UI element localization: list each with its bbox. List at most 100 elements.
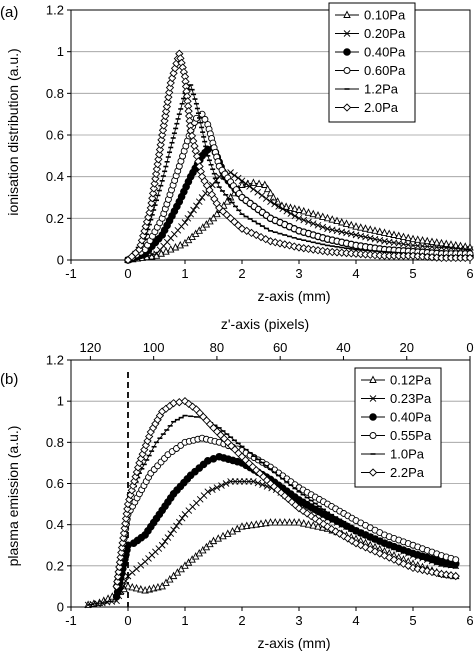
series-marker-b-0 (309, 521, 317, 529)
chart-b-top-xlabel: z'-axis (pixels) (221, 316, 309, 332)
legend-label-b-4: 1.0Pa (390, 447, 425, 462)
legend-label-a-0: 0.10Pa (364, 8, 406, 23)
series-marker-a-0 (266, 188, 275, 197)
series-marker-b-0 (285, 518, 294, 526)
series-marker-a-0 (395, 231, 403, 239)
series-marker-a-3 (201, 115, 209, 123)
series-marker-a-0 (328, 215, 336, 223)
legend-marker-a-1 (343, 30, 351, 37)
series-marker-a-1 (198, 194, 206, 201)
series-marker-a-0 (323, 213, 332, 222)
series-marker-b-1 (209, 486, 216, 493)
series-marker-a-0 (357, 223, 365, 231)
legend-a: 0.10Pa 0.20Pa 0.40Pa 0.60Pa 1.2Pa 2.0Pa (328, 2, 416, 123)
series-marker-b-5 (121, 519, 130, 528)
xtick-label-a-5: 4 (352, 266, 359, 281)
series-marker-a-1 (227, 169, 234, 176)
series-marker-b-0 (224, 529, 232, 537)
series-marker-a-1 (300, 216, 308, 224)
series-marker-b-0 (124, 581, 132, 590)
series-marker-a-1 (187, 210, 195, 218)
series-marker-b-1 (137, 562, 145, 569)
series-marker-a-1 (193, 202, 200, 210)
series-marker-a-0 (304, 208, 313, 216)
series-marker-a-1 (246, 183, 253, 190)
series-marker-a-1 (271, 200, 278, 208)
series-marker-b-1 (178, 514, 186, 522)
series-marker-a-1 (231, 171, 238, 179)
legend-marker-a-3 (343, 67, 351, 74)
legend-box-b (354, 367, 442, 488)
series-marker-a-0 (399, 232, 408, 241)
series-marker-b-5 (116, 553, 125, 562)
series-marker-a-0 (433, 238, 441, 246)
top-tick-label-b-2: 80 (210, 340, 224, 355)
legend-item-a-4: 1.2Pa (335, 82, 399, 97)
series-marker-a-1 (314, 221, 322, 229)
series-marker-a-1 (258, 192, 266, 199)
legend-marker-a-5 (342, 103, 352, 112)
series-marker-a-1 (267, 198, 274, 205)
top-tick-label-b-4: 40 (336, 340, 350, 355)
chart-b-ylabel: plasma emission (a.u.) (5, 426, 21, 567)
legend-label-a-2: 0.40Pa (364, 45, 406, 60)
legend-label-a-4: 1.2Pa (364, 82, 399, 97)
series-marker-a-0 (380, 228, 389, 236)
legend-item-b-2: 0.40Pa (361, 410, 432, 425)
xtick-label-a-0: -1 (65, 266, 77, 281)
series-marker-b-1 (175, 518, 183, 526)
series-marker-a-1 (305, 218, 312, 226)
series-marker-a-0 (261, 180, 269, 188)
series-marker-b-5 (114, 567, 123, 577)
series-marker-a-0 (333, 216, 341, 225)
series-marker-a-0 (447, 240, 455, 248)
series-marker-b-0 (243, 521, 251, 529)
ytick-label-a-0: 0 (57, 253, 64, 268)
series-marker-b-5 (175, 398, 184, 407)
legend-marker-b-2 (369, 413, 377, 421)
series-marker-b-1 (254, 479, 262, 487)
legend-item-b-0: 0.12Pa (361, 373, 432, 388)
series-marker-a-1 (291, 212, 299, 220)
legend-box-a (328, 2, 416, 123)
series-marker-a-0 (366, 225, 374, 233)
ytick-label-b-0: 0 (57, 600, 64, 615)
series-marker-a-1 (287, 210, 295, 217)
xtick-label-b-2: 1 (181, 613, 188, 628)
series-marker-b-1 (218, 482, 225, 489)
series-marker-a-0 (390, 230, 398, 238)
series-marker-a-0 (409, 234, 417, 243)
series-marker-a-1 (254, 188, 261, 196)
legend-item-b-3: 0.55Pa (361, 428, 432, 443)
series-marker-a-0 (209, 213, 218, 222)
series-marker-b-0 (209, 536, 218, 545)
series-marker-b-1 (213, 484, 221, 491)
series-marker-b-1 (222, 480, 230, 487)
series-marker-b-0 (238, 522, 246, 530)
series-marker-a-0 (361, 224, 370, 232)
series-marker-b-1 (158, 541, 166, 549)
ytick-label-a-6: 1.2 (46, 3, 64, 18)
series-marker-b-0 (233, 524, 241, 533)
legend-item-a-5: 2.0Pa (335, 100, 399, 115)
ytick-label-b-5: 1 (57, 394, 64, 409)
series-marker-b-5 (119, 529, 129, 538)
legend-marker-b-1 (369, 395, 377, 402)
series-marker-b-1 (133, 565, 140, 573)
series-marker-b-5 (118, 538, 127, 547)
legend-label-a-3: 0.60Pa (364, 63, 406, 78)
series-marker-b-0 (257, 519, 265, 527)
series-marker-b-0 (252, 520, 260, 528)
series-marker-a-0 (167, 245, 175, 253)
series-marker-b-0 (128, 582, 137, 591)
series-marker-a-1 (275, 203, 282, 210)
series-a-5 (123, 49, 474, 265)
series-marker-a-0 (162, 247, 170, 255)
series-marker-a-1 (295, 215, 303, 222)
series-marker-b-0 (290, 518, 298, 526)
ytick-label-a-1: 0.2 (46, 211, 64, 226)
legend-marker-a-2 (343, 48, 351, 56)
series-marker-a-1 (181, 219, 189, 226)
ytick-label-b-6: 1.2 (46, 353, 64, 368)
